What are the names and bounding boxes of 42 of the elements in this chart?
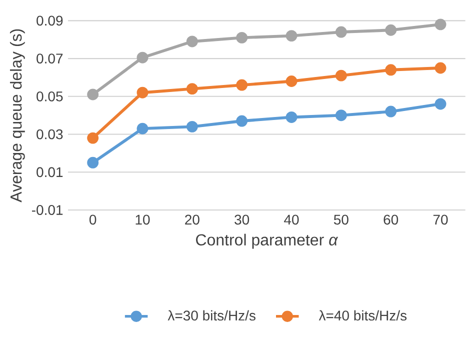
- point: [236, 115, 248, 127]
- point: [385, 106, 397, 118]
- x-axis-title: Control parameter α: [196, 234, 338, 249]
- x-tick-label: 20: [185, 214, 200, 225]
- y-tick-label: 0.01: [36, 167, 63, 178]
- legend-label: λ=30 bits/Hz/s: [168, 310, 256, 321]
- x-tick-label: 70: [433, 214, 448, 225]
- point: [286, 111, 298, 123]
- point: [236, 79, 248, 91]
- point: [385, 64, 397, 76]
- y-tick-label: 0.07: [36, 54, 63, 64]
- y-tick-label: 0.05: [36, 91, 63, 102]
- point: [186, 36, 198, 48]
- point: [434, 98, 446, 110]
- y-tick-label: 0.03: [36, 129, 63, 140]
- x-tick-label: 50: [334, 214, 348, 225]
- x-tick-label: 30: [234, 214, 250, 225]
- x-tick-label: 60: [384, 214, 398, 225]
- point: [87, 88, 99, 100]
- point: [136, 52, 148, 64]
- point: [136, 122, 148, 134]
- point: [335, 110, 347, 122]
- y-axis-title: Average queue delay (s): [10, 29, 25, 202]
- legend-label: λ=40 bits/Hz/s: [318, 310, 407, 321]
- point: [136, 86, 148, 98]
- point: [87, 156, 99, 168]
- point: [335, 26, 347, 38]
- point: [87, 132, 99, 144]
- x-tick-label: 10: [136, 214, 150, 225]
- point: [286, 30, 298, 42]
- x-tick-label: 0: [89, 214, 96, 225]
- point: [286, 76, 298, 87]
- point: [335, 70, 347, 82]
- point: [434, 62, 446, 74]
- y-tick-label: 0.09: [36, 16, 63, 26]
- point: [236, 32, 248, 44]
- point: [186, 120, 198, 132]
- point: [385, 24, 397, 36]
- y-tick-label: -0.01: [32, 205, 63, 215]
- point: [186, 83, 198, 95]
- x-tick-label: 40: [284, 214, 299, 225]
- point: [434, 18, 446, 30]
